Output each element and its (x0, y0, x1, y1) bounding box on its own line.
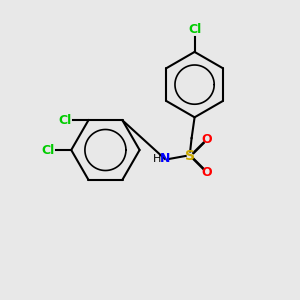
Text: O: O (201, 166, 212, 179)
Text: N: N (160, 152, 170, 165)
Text: Cl: Cl (42, 143, 55, 157)
Text: Cl: Cl (188, 22, 201, 36)
Text: H: H (153, 154, 161, 164)
Text: S: S (185, 149, 195, 163)
Text: O: O (201, 133, 212, 146)
Text: Cl: Cl (59, 114, 72, 127)
